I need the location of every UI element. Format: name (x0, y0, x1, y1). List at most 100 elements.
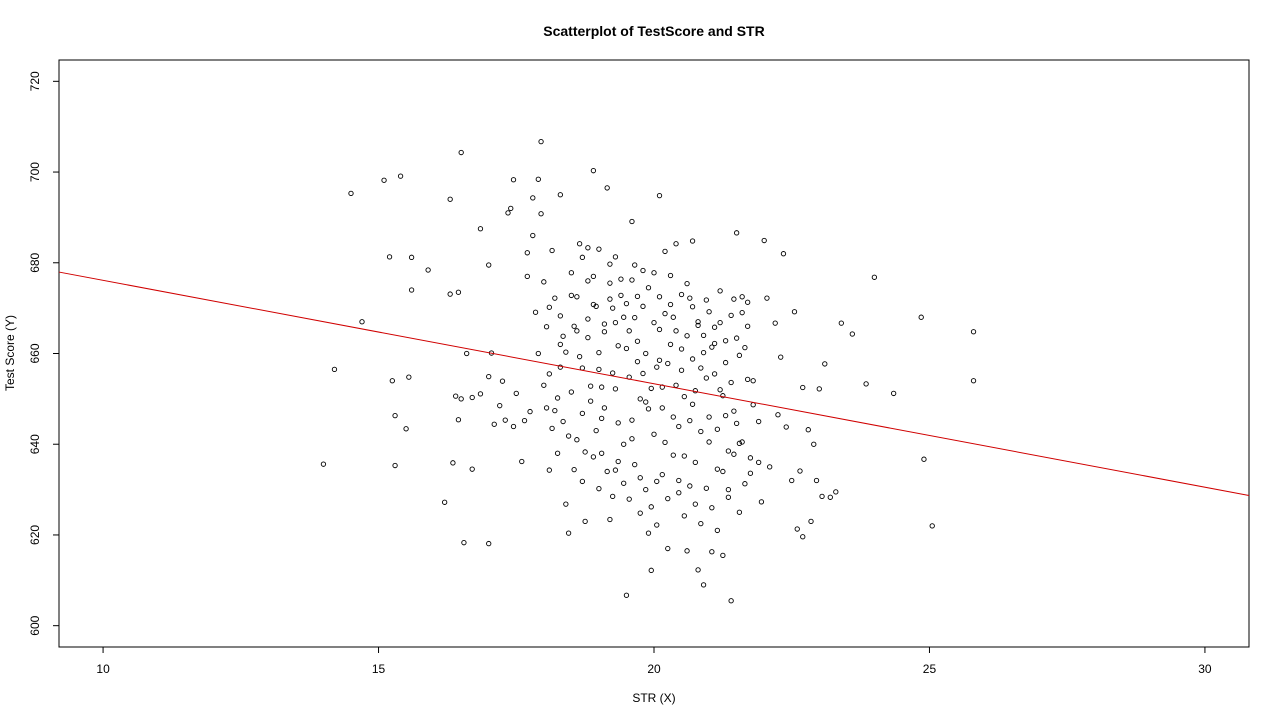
data-point (651, 270, 657, 276)
data-point (574, 437, 580, 443)
data-point (695, 319, 701, 325)
data-point (656, 192, 663, 199)
data-point (921, 456, 927, 462)
data-point (447, 291, 453, 297)
data-point (623, 300, 630, 307)
data-point (871, 274, 878, 280)
data-point (508, 205, 514, 211)
data-point (510, 177, 517, 183)
plot-frame (58, 59, 1250, 648)
data-point (791, 309, 798, 315)
data-point (722, 338, 729, 344)
data-point (662, 439, 668, 446)
data-point (736, 440, 743, 446)
data-point (637, 475, 643, 481)
data-point (626, 328, 632, 334)
data-point (778, 354, 784, 360)
data-point (546, 467, 552, 473)
data-point (659, 471, 665, 478)
data-point (728, 598, 734, 604)
x-axis-label: STR (X) (632, 691, 675, 705)
data-point (689, 238, 696, 244)
data-point (800, 534, 806, 540)
data-point (579, 254, 586, 260)
y-tick-label: 640 (28, 434, 42, 454)
data-point (706, 309, 712, 315)
data-point (733, 335, 740, 341)
data-point (838, 320, 844, 326)
data-point (607, 516, 613, 523)
data-point (392, 412, 398, 419)
data-point (455, 417, 462, 423)
data-point (698, 365, 704, 371)
data-point (543, 324, 550, 330)
data-point (381, 177, 387, 183)
data-point (711, 324, 718, 330)
data-point (546, 304, 552, 310)
data-point (665, 545, 671, 552)
data-point (764, 295, 770, 301)
data-point (623, 345, 630, 352)
data-point (648, 567, 654, 573)
data-point (813, 477, 820, 484)
data-point (458, 149, 464, 156)
data-point (590, 454, 597, 460)
data-point (554, 450, 561, 456)
data-point (541, 382, 547, 388)
data-point (733, 230, 740, 236)
data-point (634, 338, 641, 344)
data-point (585, 245, 591, 251)
data-point (670, 314, 676, 320)
data-point (643, 350, 649, 357)
data-point (775, 412, 781, 418)
data-point (709, 505, 715, 511)
data-point (736, 352, 743, 358)
data-point (717, 320, 723, 326)
x-tick-label: 25 (923, 662, 937, 676)
data-point (929, 523, 935, 529)
data-point (612, 386, 619, 392)
data-point (629, 417, 635, 423)
data-point (629, 277, 635, 283)
data-point (615, 458, 621, 465)
y-tick-label: 680 (28, 252, 42, 272)
data-point (587, 383, 594, 389)
data-point (563, 349, 569, 355)
data-point (651, 320, 657, 326)
data-point (678, 346, 685, 352)
data-point (554, 395, 561, 401)
data-point (618, 292, 624, 299)
data-point (596, 349, 602, 356)
data-point (557, 341, 563, 348)
data-point (634, 293, 641, 299)
data-point (756, 418, 762, 425)
data-point (574, 294, 580, 300)
data-point (695, 567, 701, 573)
data-point (662, 310, 668, 317)
data-point (582, 449, 588, 455)
data-point (692, 501, 698, 507)
data-point (568, 389, 575, 395)
data-point (720, 552, 726, 559)
data-point (728, 312, 734, 319)
data-point (634, 359, 641, 365)
data-point (891, 390, 897, 397)
data-point (610, 370, 616, 376)
data-point (745, 376, 751, 383)
data-point (408, 287, 415, 293)
data-point (524, 250, 530, 256)
data-point (800, 384, 806, 391)
data-point (486, 540, 492, 547)
y-tick-label: 600 (28, 615, 42, 635)
data-point (632, 461, 638, 468)
data-point (469, 394, 475, 401)
data-point (667, 272, 674, 279)
data-point (450, 460, 456, 466)
data-point (728, 379, 734, 386)
data-point (389, 378, 395, 384)
data-point (565, 530, 572, 536)
data-point (499, 378, 506, 384)
data-point (560, 418, 566, 425)
data-point (654, 478, 660, 485)
data-point (571, 466, 577, 473)
